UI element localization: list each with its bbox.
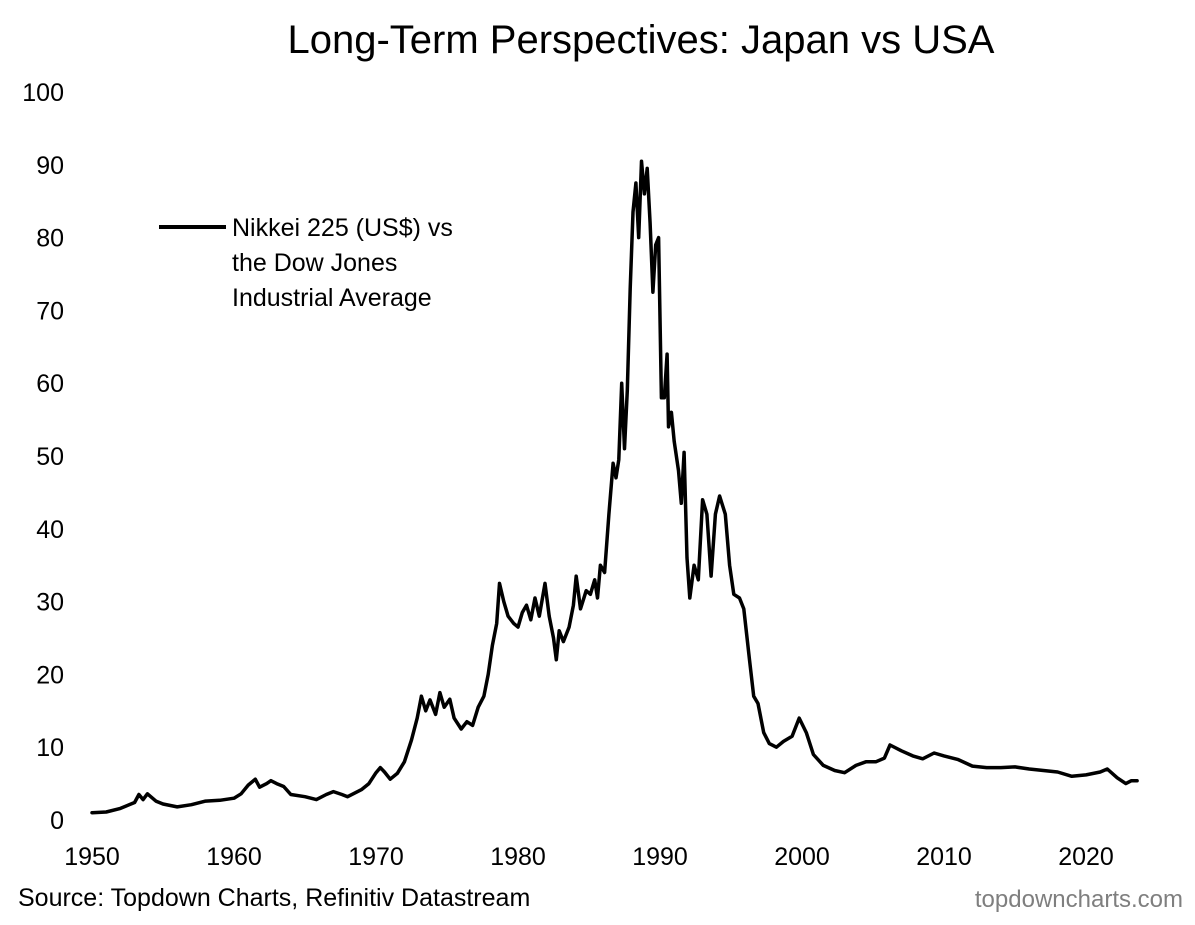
x-tick-label: 2020 — [1058, 843, 1114, 871]
x-axis: 1950 1960 1970 1980 1990 2000 2010 2020 — [64, 843, 1114, 871]
y-tick-label: 70 — [36, 297, 64, 325]
chart-title: Long-Term Perspectives: Japan vs USA — [287, 18, 995, 62]
brand-watermark: topdowncharts.com — [974, 886, 1183, 913]
y-axis: 0 10 20 30 40 50 60 70 80 90 100 — [22, 79, 64, 835]
y-tick-label: 40 — [36, 516, 64, 544]
x-tick-label: 1950 — [64, 843, 120, 871]
y-tick-label: 100 — [22, 79, 64, 107]
x-tick-label: 2000 — [774, 843, 830, 871]
x-tick-label: 1960 — [206, 843, 262, 871]
y-tick-label: 30 — [36, 589, 64, 617]
y-tick-label: 0 — [50, 807, 64, 835]
source-note: Source: Topdown Charts, Refinitiv Datast… — [18, 884, 531, 912]
legend: Nikkei 225 (US$) vs the Dow Jones Indust… — [159, 214, 453, 312]
x-tick-label: 1980 — [490, 843, 546, 871]
x-tick-label: 1970 — [348, 843, 404, 871]
x-tick-label: 1990 — [632, 843, 688, 871]
legend-label-line-3: Industrial Average — [232, 284, 432, 312]
y-tick-label: 60 — [36, 370, 64, 398]
y-tick-label: 90 — [36, 152, 64, 180]
legend-label-line-2: the Dow Jones — [232, 249, 397, 277]
y-tick-label: 50 — [36, 443, 64, 471]
y-tick-label: 80 — [36, 225, 64, 253]
legend-label-line-1: Nikkei 225 (US$) vs — [232, 214, 453, 242]
series-line-nikkei-vs-dow — [90, 159, 1139, 815]
y-tick-label: 10 — [36, 734, 64, 762]
x-tick-label: 2010 — [916, 843, 972, 871]
y-tick-label: 20 — [36, 661, 64, 689]
